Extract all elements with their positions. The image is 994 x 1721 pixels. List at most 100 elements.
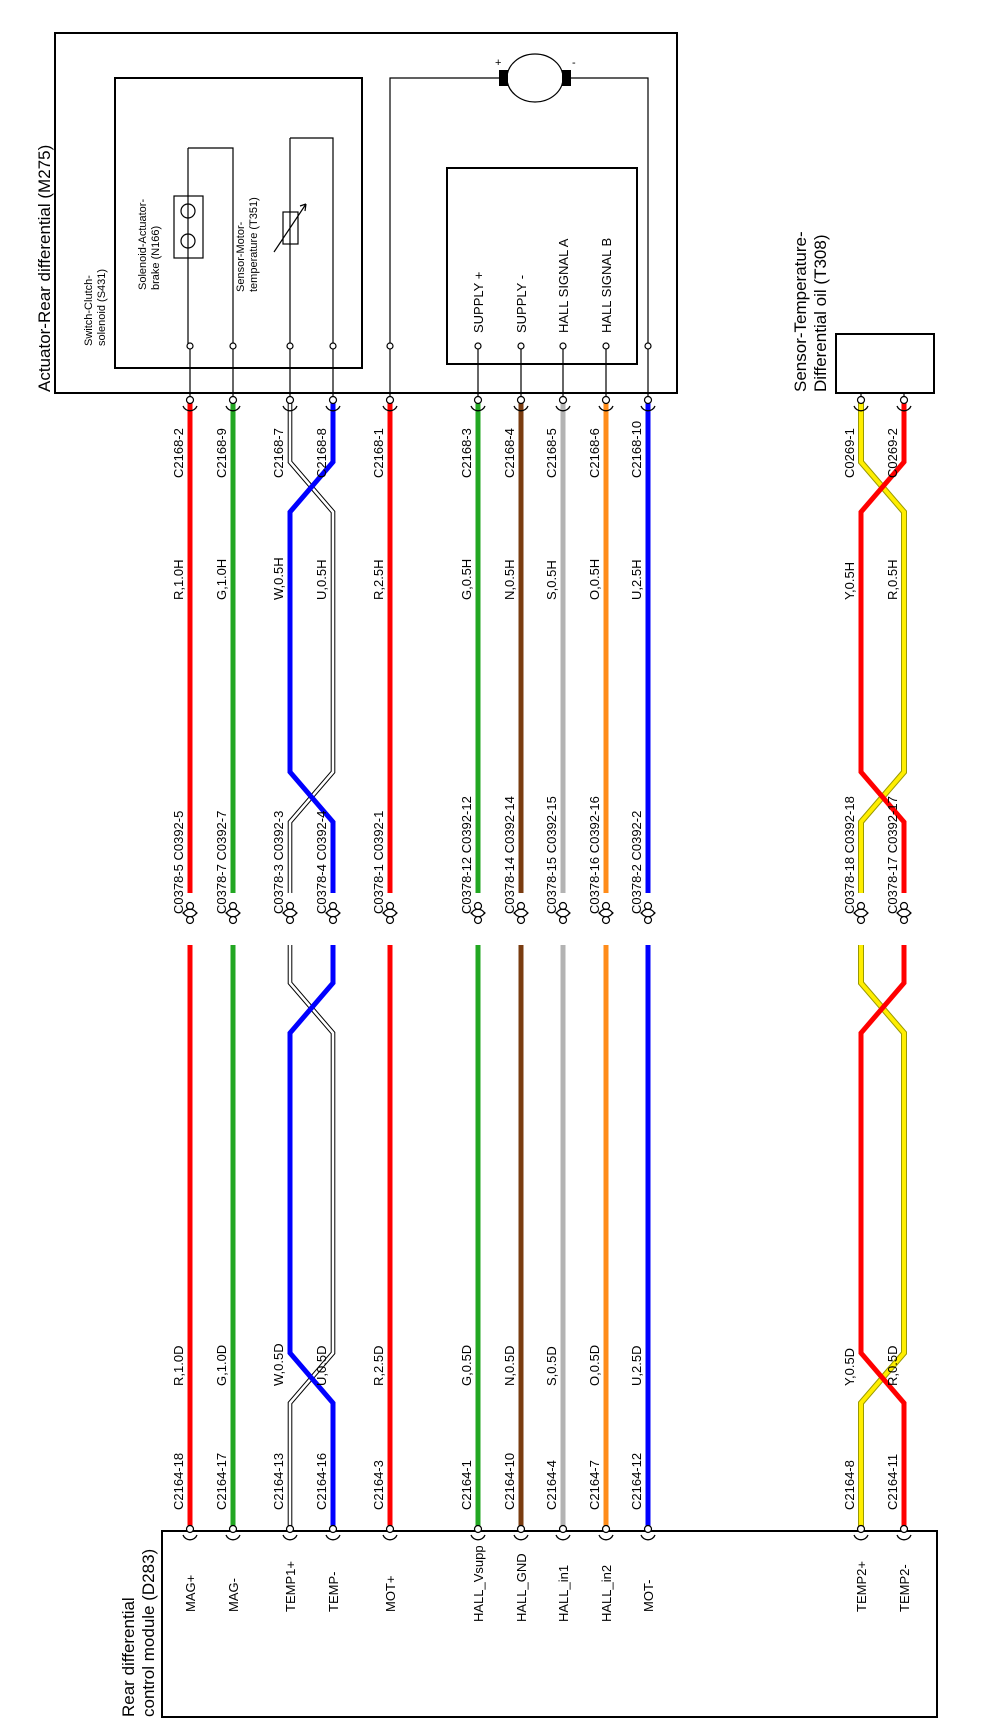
mid-connector-label: C0378-16 C0392-16 xyxy=(587,796,602,914)
mid-connector-label: C0378-14 C0392-14 xyxy=(502,796,517,914)
wire-12 xyxy=(858,400,907,1529)
wire-core xyxy=(858,400,907,1529)
upper-wire-spec: U,2.5H xyxy=(629,560,644,600)
solenoid-label: Solenoid-Actuator- brake (N166) xyxy=(137,196,162,290)
lower-wire-spec: U,0.5D xyxy=(314,1346,329,1386)
mid-connector-icon xyxy=(640,908,656,925)
lower-wire-spec: O,0.5D xyxy=(587,1345,602,1386)
wire-core xyxy=(288,400,335,1529)
lower-wire-spec: R,2.5D xyxy=(371,1346,386,1386)
mid-connector-label: C0378-7 C0392-7 xyxy=(214,811,229,914)
bottom-connector-label: C2164-12 xyxy=(629,1453,644,1510)
pin-terminal-icon xyxy=(644,342,652,350)
thermistor-symbol xyxy=(282,211,299,245)
top-connector-icon xyxy=(382,395,398,412)
solenoid-label-line2: brake (N166) xyxy=(150,226,162,290)
upper-wire-spec: Y,0.5H xyxy=(842,562,857,600)
module-pin-temp1-: TEMP1+ xyxy=(283,1561,298,1612)
lower-wire-spec: N,0.5D xyxy=(502,1346,517,1386)
top-connector-label: C2168-10 xyxy=(629,421,644,478)
module-pin-mot-: MOT+ xyxy=(383,1576,398,1612)
lower-wire-spec: S,0.5D xyxy=(544,1346,559,1386)
mid-connector-icon xyxy=(853,908,869,925)
top-connector-label: C2168-1 xyxy=(371,428,386,478)
module-connector-icon xyxy=(598,1524,614,1541)
control-module-title-line2: control module (D283) xyxy=(139,1549,158,1717)
mid-connector-icon xyxy=(598,908,614,925)
lower-wire-spec: U,2.5D xyxy=(629,1346,644,1386)
motor-feed-minus xyxy=(570,77,649,400)
temp-sensor-loop xyxy=(290,137,334,346)
temp-sensor-label-line2: temperature (T351) xyxy=(248,197,260,292)
bottom-connector-label: C2164-8 xyxy=(842,1460,857,1510)
module-connector-icon xyxy=(470,1524,486,1541)
lower-wire-spec: R,0.5D xyxy=(885,1346,900,1386)
solenoid-label-line1: Solenoid-Actuator- xyxy=(137,199,149,290)
module-connector-icon xyxy=(225,1524,241,1541)
temp-sensor-label: Sensor-Motor- temperature (T351) xyxy=(235,197,260,292)
mid-connector-icon xyxy=(282,908,298,925)
wire-harness xyxy=(182,342,912,1541)
bottom-connector-label: C2164-1 xyxy=(459,1460,474,1510)
top-connector-icon xyxy=(598,395,614,412)
bottom-connector-label: C2164-11 xyxy=(885,1454,900,1510)
mid-connector-icon xyxy=(325,908,341,925)
pin-terminal-icon xyxy=(329,342,337,350)
upper-wire-spec: G,1.0H xyxy=(214,559,229,600)
wire-core xyxy=(287,400,336,1529)
oil-sensor-block: Sensor-Temperature- Differential oil (T3… xyxy=(791,231,935,394)
clutch-switch-loop xyxy=(188,147,234,346)
actuator-title: Actuator-Rear differential (M275) xyxy=(35,145,54,392)
module-connector-icon xyxy=(325,1524,341,1541)
module-pin-temp-: TEMP- xyxy=(326,1572,341,1612)
top-connector-icon xyxy=(853,395,869,412)
lower-wire-spec: W,0.5D xyxy=(271,1343,286,1386)
top-connector-icon xyxy=(282,395,298,412)
mid-connector-label: C0378-4 C0392-4 xyxy=(314,811,329,914)
switch-label-line2: solenoid (S431) xyxy=(96,269,108,346)
control-module-title: Rear differential control module (D283) xyxy=(119,1549,158,1717)
module-pin-temp2-: TEMP2+ xyxy=(854,1561,869,1612)
upper-wire-spec: R,1.0H xyxy=(171,560,186,600)
hall-pin-label: SUPPLY - xyxy=(514,275,529,333)
upper-wire-spec: R,0.5H xyxy=(885,560,900,600)
mid-connector-label: C0378-12 C0392-12 xyxy=(459,796,474,914)
pin-terminal-icon xyxy=(517,342,525,350)
pin-terminal-icon xyxy=(186,342,194,350)
top-connector-label: C2168-6 xyxy=(587,428,602,478)
top-connector-label: C0269-1 xyxy=(842,428,857,478)
module-connector-icon xyxy=(182,1524,198,1541)
upper-wire-spec: W,0.5H xyxy=(271,557,286,600)
lower-wire-spec: Y,0.5D xyxy=(842,1348,857,1386)
module-pin-hall-vsupp: HALL_Vsupp xyxy=(471,1545,486,1622)
bottom-connector-label: C2164-17 xyxy=(214,1453,229,1510)
mid-connector-label: C0378-18 C0392-18 xyxy=(842,796,857,914)
wire-3 xyxy=(287,400,336,1529)
wire-labels: C2168-2 R,1.0H C0378-5 C0392-5 R,1.0D C2164-… xyxy=(171,421,912,1622)
mid-connector-icon xyxy=(470,908,486,925)
lower-wire-spec: R,1.0D xyxy=(171,1346,186,1386)
module-connector-icon xyxy=(640,1524,656,1541)
thermistor-arrow-icon xyxy=(273,203,307,253)
module-pin-mag-: MAG- xyxy=(226,1578,241,1612)
solenoid-coil-icon xyxy=(180,203,196,219)
bottom-connector-label: C2164-18 xyxy=(171,1453,186,1510)
module-pin-temp2-: TEMP2- xyxy=(897,1564,912,1612)
hall-pin-label: HALL SIGNAL A xyxy=(556,238,571,333)
hall-subblock xyxy=(446,167,638,365)
wire-4 xyxy=(287,400,336,1529)
top-connector-icon xyxy=(325,395,341,412)
upper-wire-spec: R,2.5H xyxy=(371,560,386,600)
solenoid-subblock xyxy=(114,77,363,369)
switch-label: Switch-Clutch- solenoid (S431) xyxy=(83,269,108,346)
module-pin-hall-in1: HALL_in1 xyxy=(556,1565,571,1622)
switch-label-line1: Switch-Clutch- xyxy=(83,275,95,346)
bottom-connector-label: C2164-7 xyxy=(587,1460,602,1510)
wire-core xyxy=(859,400,906,1529)
temp-sensor-label-line1: Sensor-Motor- xyxy=(235,221,247,292)
oil-sensor-title-line1: Sensor-Temperature- xyxy=(791,231,810,392)
oil-sensor-outline xyxy=(835,333,935,394)
module-pin-mot-: MOT- xyxy=(641,1580,656,1613)
solenoid-symbol xyxy=(173,195,204,259)
